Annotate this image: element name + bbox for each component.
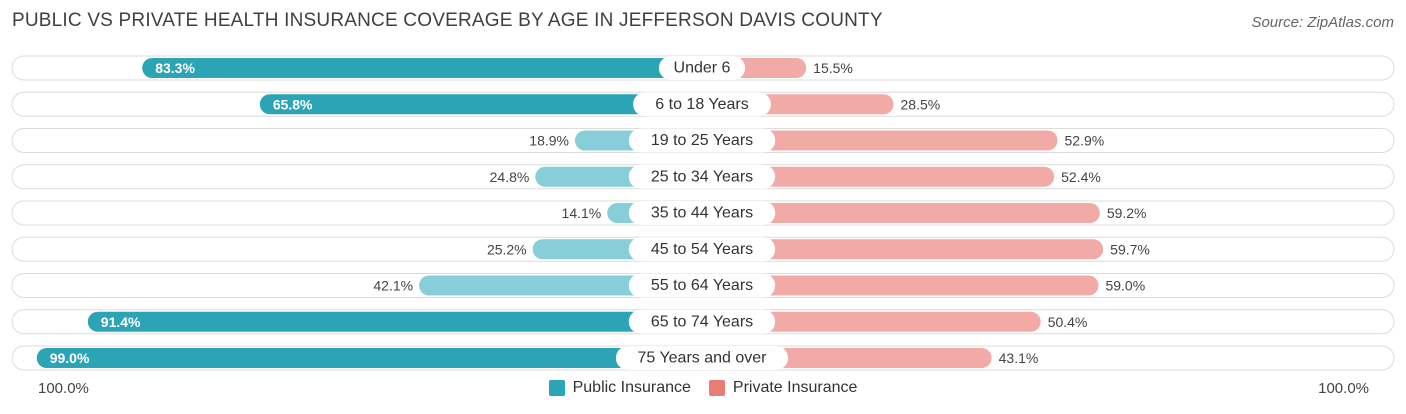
- public-value-label: 18.9%: [529, 133, 569, 149]
- category-pill: [628, 128, 776, 153]
- category-label: 35 to 44 Years: [651, 205, 753, 222]
- category-pill: [628, 309, 776, 334]
- private-bar: [702, 166, 1055, 187]
- category-pill: [658, 56, 746, 80]
- public-value-label: 65.8%: [273, 96, 313, 112]
- private-value-label: 28.5%: [901, 96, 941, 112]
- category-label: 25 to 34 Years: [651, 168, 753, 185]
- category-label: 6 to 18 Years: [655, 96, 748, 113]
- public-bar: [259, 94, 702, 115]
- public-value-label: 91.4%: [101, 314, 141, 330]
- legend-item-private: Private Insurance: [708, 379, 858, 397]
- legend-swatch-public: [548, 380, 565, 396]
- category-pill: [633, 92, 771, 117]
- chart-title: PUBLIC VS PRIVATE HEALTH INSURANCE COVER…: [12, 10, 883, 31]
- axis-left-label: 100.0%: [38, 380, 89, 397]
- public-bar: [36, 348, 703, 368]
- public-value-label: 42.1%: [373, 278, 413, 294]
- legend-swatch-private: [708, 380, 725, 396]
- category-label: 55 to 64 Years: [651, 277, 753, 294]
- category-label: 75 Years and over: [638, 350, 768, 367]
- private-bar: [702, 311, 1041, 332]
- private-value-label: 59.2%: [1107, 205, 1147, 221]
- public-bar: [87, 311, 703, 332]
- legend: Public Insurance Private Insurance: [0, 379, 1406, 397]
- private-bar: [702, 239, 1104, 260]
- public-value-label: 24.8%: [490, 169, 530, 185]
- private-value-label: 43.1%: [999, 350, 1039, 366]
- private-bar: [702, 203, 1100, 223]
- category-label: 65 to 74 Years: [651, 313, 753, 330]
- category-pill: [628, 273, 776, 298]
- private-value-label: 59.7%: [1110, 241, 1150, 257]
- legend-label-public: Public Insurance: [572, 379, 691, 396]
- public-bar: [142, 58, 702, 78]
- public-value-label: 99.0%: [50, 350, 90, 366]
- category-label: 45 to 54 Years: [651, 241, 753, 258]
- private-value-label: 50.4%: [1048, 314, 1088, 330]
- category-pill: [615, 346, 789, 370]
- private-bar: [702, 275, 1099, 296]
- axis-right-label: 100.0%: [1318, 380, 1369, 397]
- category-label: Under 6: [674, 60, 731, 77]
- public-value-label: 25.2%: [487, 241, 527, 257]
- legend-item-public: Public Insurance: [548, 379, 691, 397]
- source-note: Source: ZipAtlas.com: [1251, 14, 1394, 31]
- category-label: 19 to 25 Years: [651, 132, 753, 149]
- public-value-label: 83.3%: [155, 60, 195, 76]
- public-value-label: 14.1%: [562, 205, 602, 221]
- legend-label-private: Private Insurance: [732, 379, 858, 396]
- category-pill: [628, 201, 776, 225]
- private-value-label: 52.4%: [1061, 169, 1101, 185]
- private-value-label: 15.5%: [813, 60, 853, 76]
- category-pill: [628, 164, 776, 189]
- private-bar: [702, 130, 1058, 151]
- category-pill: [628, 237, 776, 262]
- private-value-label: 52.9%: [1064, 133, 1104, 149]
- private-value-label: 59.0%: [1105, 278, 1145, 294]
